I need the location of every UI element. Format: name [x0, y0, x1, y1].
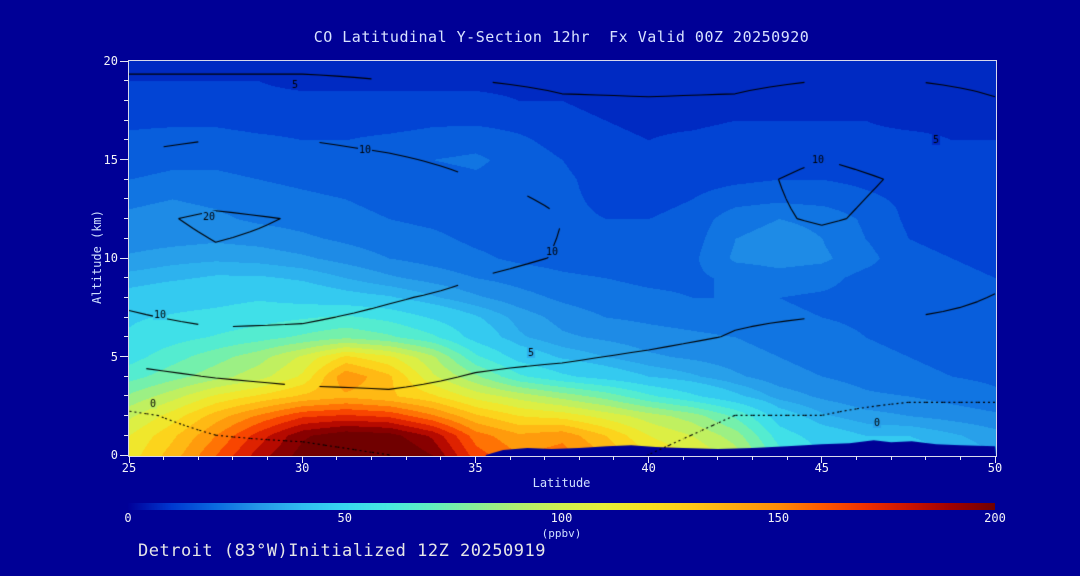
y-tick-label: 0: [110, 448, 118, 462]
x-tick: [301, 456, 303, 463]
x-tick: [474, 456, 476, 463]
colorbar-tick-label: 150: [767, 511, 790, 525]
footer-text: Detroit (83°W)Initialized 12Z 20250919: [138, 541, 546, 561]
x-tick: [682, 456, 684, 460]
y-tick: [124, 296, 128, 298]
x-tick: [197, 456, 199, 460]
y-tick: [124, 99, 128, 101]
x-tick: [578, 456, 580, 460]
colorbar-tick-label: 100: [550, 511, 573, 525]
x-tick-label: 45: [814, 461, 830, 475]
x-tick: [890, 456, 892, 460]
y-tick: [124, 139, 128, 141]
y-tick: [120, 257, 128, 259]
y-tick: [124, 434, 128, 436]
y-tick: [124, 119, 128, 121]
x-tick: [786, 456, 788, 460]
colorbar-tick-label: 0: [124, 511, 132, 525]
y-tick: [124, 336, 128, 338]
y-tick: [124, 178, 128, 180]
y-tick: [120, 454, 128, 456]
x-tick: [855, 456, 857, 460]
y-tick-label: 15: [103, 152, 118, 167]
y-tick: [124, 316, 128, 318]
colorbar-units-label: (ppbv): [541, 527, 582, 540]
y-tick: [124, 277, 128, 279]
x-tick-label: 25: [121, 461, 137, 475]
x-tick: [336, 456, 338, 460]
colorbar-tick-label: 50: [337, 511, 352, 525]
colorbar-tick-label: 200: [984, 511, 1006, 525]
y-tick-label: 5: [110, 349, 118, 364]
x-tick: [405, 456, 407, 460]
x-tick: [717, 456, 719, 460]
x-tick-label: 50: [987, 461, 1003, 475]
x-tick-label: 35: [468, 461, 483, 475]
co-fill-contour-canvas: [129, 61, 996, 456]
x-tick: [994, 456, 996, 463]
y-tick: [120, 159, 128, 160]
x-tick: [440, 456, 442, 460]
x-tick: [128, 456, 130, 463]
y-tick: [120, 60, 128, 62]
x-tick-label: 40: [641, 461, 656, 475]
x-tick: [163, 456, 165, 460]
x-tick: [925, 456, 927, 460]
y-tick: [124, 415, 128, 417]
y-tick-label: 20: [103, 54, 118, 68]
plot-area: [128, 60, 997, 457]
y-tick: [124, 198, 128, 200]
y-tick: [124, 375, 128, 377]
y-tick: [124, 237, 128, 239]
colorbar-tick-labels: 0 50 100 150 200: [124, 511, 1005, 527]
x-tick: [544, 456, 546, 460]
y-tick: [120, 356, 128, 357]
x-tick: [752, 456, 754, 460]
x-axis-label: Latitude: [532, 476, 591, 490]
x-tick: [613, 456, 615, 460]
x-tick: [370, 456, 372, 460]
chart-title: CO Latitudinal Y-Section 12hr Fx Valid 0…: [313, 28, 810, 46]
y-axis-label: Altitude (km): [90, 210, 104, 304]
x-tick: [821, 456, 823, 463]
x-tick: [232, 456, 234, 460]
x-tick: [267, 456, 269, 460]
x-tick: [509, 456, 511, 460]
y-tick: [124, 395, 128, 397]
x-tick: [959, 456, 961, 460]
y-tick: [124, 218, 128, 220]
x-tick: [648, 456, 650, 463]
y-tick: [124, 80, 128, 82]
colorbar: [128, 503, 995, 510]
x-tick-label: 30: [294, 461, 310, 475]
y-tick-label: 10: [103, 251, 118, 265]
